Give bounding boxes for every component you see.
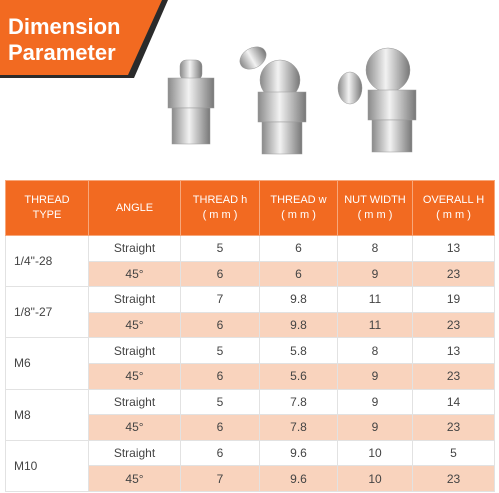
column-header: NUT WIDTH ( m m ) xyxy=(337,180,413,236)
header-line: ( m m ) xyxy=(202,209,238,221)
header-line: NUT WIDTH xyxy=(344,194,406,206)
cell: 6 xyxy=(259,235,338,262)
table-row: 45° 6 5.6 9 23 xyxy=(6,362,495,390)
cell: 7 xyxy=(180,286,260,313)
cell: 45° xyxy=(88,311,181,339)
cell: 9.6 xyxy=(259,439,338,467)
cell: 45° xyxy=(88,362,181,390)
cell: 9 xyxy=(337,362,413,390)
cell: 7.8 xyxy=(259,388,338,416)
cell: 45° xyxy=(88,260,181,288)
cell: 5 xyxy=(180,235,260,262)
thread-type: M8 xyxy=(5,388,89,441)
product-images xyxy=(167,46,417,155)
cell: Straight xyxy=(88,337,181,364)
column-header: OVERALL H ( m m ) xyxy=(412,180,495,236)
cell: 45° xyxy=(88,414,181,441)
column-header: ANGLE xyxy=(88,180,181,236)
cell: 23 xyxy=(412,414,495,441)
cell: 5.6 xyxy=(259,362,338,390)
cell: 6 xyxy=(180,362,260,390)
cell: 9 xyxy=(337,260,413,288)
cell: 19 xyxy=(412,286,495,313)
spec-table: THREAD TYPE ANGLE THREAD h ( m m ) THREAD w ( … xyxy=(5,180,495,492)
cell: 5 xyxy=(180,388,260,416)
banner xyxy=(0,0,168,78)
column-header: THREAD w ( m m ) xyxy=(259,180,338,236)
title: Dimension Parameter xyxy=(8,14,120,66)
cell: 6 xyxy=(180,311,260,339)
cell: Straight xyxy=(88,286,181,313)
cell: 13 xyxy=(412,235,495,262)
header-line: ANGLE xyxy=(115,201,154,214)
title-line: Dimension xyxy=(8,14,121,39)
cell: 5.8 xyxy=(259,337,338,364)
table-row: 45° 6 7.8 9 23 xyxy=(6,414,495,441)
cell: Straight xyxy=(88,388,181,416)
column-header: THREAD h ( m m ) xyxy=(180,180,260,236)
header-row: THREAD TYPE ANGLE THREAD h ( m m ) THREAD w ( … xyxy=(5,180,495,236)
cell: 10 xyxy=(337,465,413,492)
table-row: 45° 7 9.6 10 23 xyxy=(6,465,495,492)
cell: 23 xyxy=(412,311,495,339)
header-line: TYPE xyxy=(32,209,62,221)
cell: 13 xyxy=(412,337,495,364)
table-row: 45° 6 9.8 11 23 xyxy=(6,311,495,339)
table-row: M8 Straight 5 7.8 9 14 xyxy=(5,388,495,441)
cell: 9 xyxy=(337,388,413,416)
cell: 7 xyxy=(180,465,260,492)
cell: 10 xyxy=(337,439,413,467)
header-line: THREAD h xyxy=(192,194,248,206)
cell: 6 xyxy=(180,439,260,467)
header-line: THREAD w xyxy=(270,194,327,206)
thread-type: 1/8"-27 xyxy=(5,286,89,339)
cell: 9.6 xyxy=(259,465,338,492)
header-line: ( m m ) xyxy=(281,209,316,221)
table-row: 1/8"-27 Straight 7 9.8 11 19 xyxy=(5,286,495,339)
cell: Straight xyxy=(88,439,181,467)
cell: 23 xyxy=(412,465,495,492)
cell: 9.8 xyxy=(259,286,338,313)
cell: 9 xyxy=(337,414,413,441)
cell: 5 xyxy=(412,439,495,467)
table-row: 1/4"-28 Straight 5 6 8 13 xyxy=(5,234,495,288)
cell: 8 xyxy=(337,235,413,262)
thread-type: M6 xyxy=(5,337,89,390)
cell: 14 xyxy=(412,388,495,416)
cell: Straight xyxy=(88,235,181,262)
cell: 9.8 xyxy=(259,311,338,339)
cell: 45° xyxy=(88,465,181,492)
table-row: 45° 6 6 9 23 xyxy=(6,260,495,288)
column-header: THREAD TYPE xyxy=(5,180,89,236)
header-line: OVERALL H xyxy=(422,194,485,206)
header-line: ( m m ) xyxy=(357,209,393,221)
table-row: M6 Straight 5 5.8 8 13 xyxy=(5,337,495,390)
cell: 6 xyxy=(180,414,260,441)
header-line: ( m m ) xyxy=(436,209,471,221)
thread-type: 1/4"-28 xyxy=(5,234,89,288)
cell: 8 xyxy=(337,337,413,364)
table-body: 1/4"-28 Straight 5 6 8 13 45° 6 6 9 23 1/8"-27 Strai… xyxy=(5,234,495,492)
cell: 6 xyxy=(259,260,338,288)
cell: 7.8 xyxy=(259,414,338,441)
cell: 23 xyxy=(412,260,495,288)
table-row: M10 Straight 6 9.6 10 5 xyxy=(5,439,495,492)
cell: 11 xyxy=(337,311,413,339)
title-line: Parameter xyxy=(8,40,116,65)
cell: 23 xyxy=(412,362,495,390)
cell: 5 xyxy=(180,337,260,364)
header-line: THREAD xyxy=(24,194,70,206)
cell: 11 xyxy=(337,286,413,313)
thread-type: M10 xyxy=(5,439,89,492)
cell: 6 xyxy=(180,260,260,288)
